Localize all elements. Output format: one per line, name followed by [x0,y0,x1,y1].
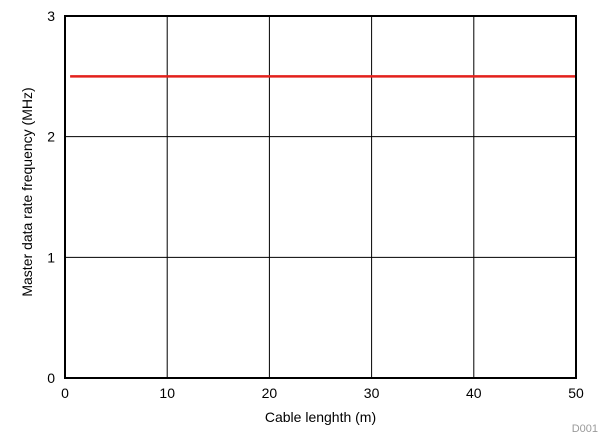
x-tick-label: 10 [159,385,175,401]
tick-labels: 0 10 20 30 40 50 0 1 2 3 [47,8,584,401]
y-tick-label: 1 [47,249,55,265]
x-tick-label: 50 [568,385,584,401]
plot-frame [64,15,577,379]
x-tick-label: 30 [364,385,380,401]
x-tick-label: 0 [61,385,69,401]
y-axis-title: Master data rate frequency (MHz) [19,87,35,296]
y-tick-label: 3 [47,8,55,24]
x-axis-title: Cable lenghth (m) [265,409,376,425]
x-tick-label: 20 [262,385,278,401]
figure-id-label: D001 [572,423,598,435]
x-tick-label: 40 [466,385,482,401]
y-tick-label: 2 [47,129,55,145]
grid-lines [65,16,576,378]
y-tick-label: 0 [47,370,55,386]
